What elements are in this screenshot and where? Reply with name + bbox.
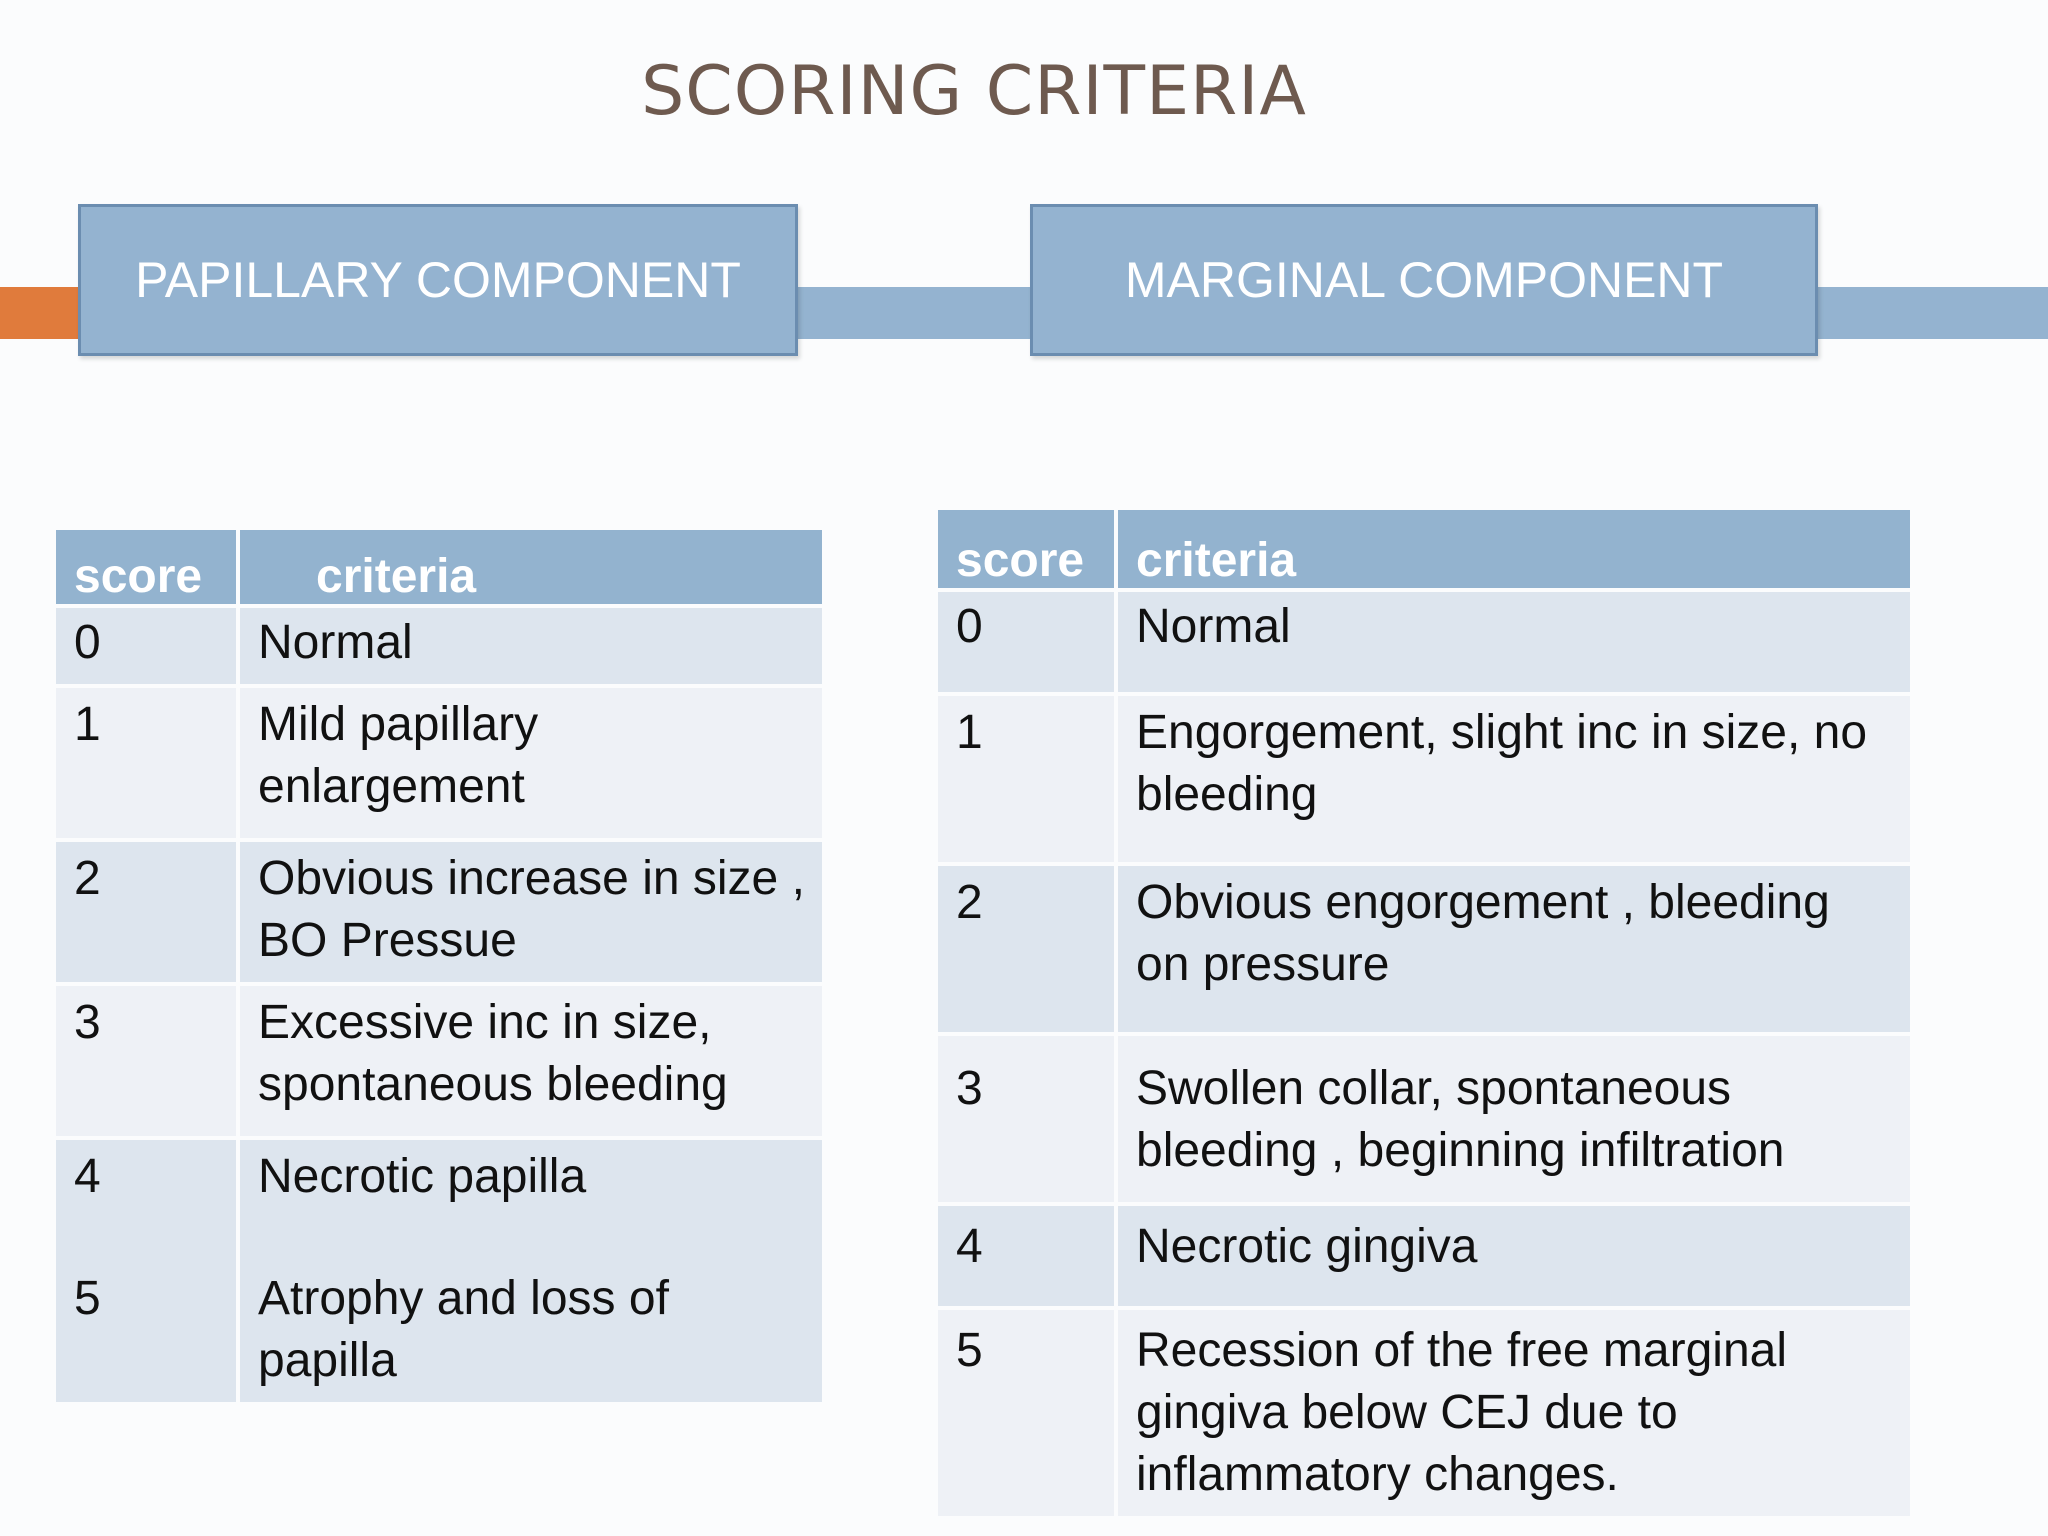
- criteria-cell: Excessive inc in size, spontaneous bleed…: [240, 986, 822, 1136]
- papillary-score-table: score criteria 0 Normal 1 Mild papillary…: [52, 526, 826, 1406]
- score-cell: 3: [56, 986, 236, 1136]
- table-row: 2 Obvious engorgement , bleeding on pres…: [938, 866, 1910, 1032]
- score-cell: 4 5: [56, 1140, 236, 1402]
- score-cell: 1: [938, 696, 1114, 862]
- connector-bar-middle: [790, 287, 1040, 339]
- criteria-cell: Mild papillary enlargement: [240, 688, 822, 838]
- score-cell: 2: [938, 866, 1114, 1032]
- page-title: SCORING CRITERIA: [641, 52, 1307, 131]
- table-row: 5 Recession of the free marginal gingiva…: [938, 1310, 1910, 1516]
- criteria-header: criteria: [1118, 510, 1910, 588]
- score-cell: 0: [56, 608, 236, 684]
- criteria-header: criteria: [240, 530, 822, 604]
- criteria-cell: Necrotic papilla Atrophy and loss of pap…: [240, 1140, 822, 1402]
- criteria-cell: Obvious increase in size , BO Pressue: [240, 842, 822, 982]
- criteria-cell: Engorgement, slight inc in size, no blee…: [1118, 696, 1910, 862]
- table-row: 1 Engorgement, slight inc in size, no bl…: [938, 696, 1910, 862]
- table-header-row: score criteria: [56, 530, 822, 604]
- criteria-value-5: Atrophy and loss of papilla: [258, 1272, 669, 1387]
- table-row: 1 Mild papillary enlargement: [56, 688, 822, 838]
- table-row: 0 Normal: [938, 592, 1910, 692]
- score-cell: 3: [938, 1036, 1114, 1202]
- score-header: score: [938, 510, 1114, 588]
- connector-bar-right: [1810, 287, 2048, 339]
- score-value-4: 4: [74, 1150, 101, 1203]
- score-header: score: [56, 530, 236, 604]
- marginal-component-label: MARGINAL COMPONENT: [1124, 252, 1724, 308]
- marginal-score-table: score criteria 0 Normal 1 Engorgement, s…: [934, 506, 1914, 1520]
- criteria-cell: Normal: [240, 608, 822, 684]
- criteria-cell: Normal: [1118, 592, 1910, 692]
- score-cell: 1: [56, 688, 236, 838]
- table-header-row: score criteria: [938, 510, 1910, 588]
- criteria-cell: Recession of the free marginal gingiva b…: [1118, 1310, 1910, 1516]
- table-row: 2 Obvious increase in size , BO Pressue: [56, 842, 822, 982]
- table-row: 4 5 Necrotic papilla Atrophy and loss of…: [56, 1140, 822, 1402]
- criteria-cell: Necrotic gingiva: [1118, 1206, 1910, 1306]
- criteria-cell: Swollen collar, spontaneous bleeding , b…: [1118, 1036, 1910, 1202]
- table-row: 3 Excessive inc in size, spontaneous ble…: [56, 986, 822, 1136]
- criteria-value-4: Necrotic papilla: [258, 1150, 587, 1203]
- table-row: 0 Normal: [56, 608, 822, 684]
- table-row: 4 Necrotic gingiva: [938, 1206, 1910, 1306]
- criteria-cell: Obvious engorgement , bleeding on pressu…: [1118, 866, 1910, 1032]
- papillary-component-box: PAPILLARY COMPONENT: [78, 204, 798, 356]
- score-cell: 5: [938, 1310, 1114, 1516]
- table-row: 3 Swollen collar, spontaneous bleeding ,…: [938, 1036, 1910, 1202]
- orange-accent-bar: [0, 287, 80, 339]
- score-cell: 4: [938, 1206, 1114, 1306]
- score-value-5: 5: [74, 1272, 101, 1325]
- marginal-component-box: MARGINAL COMPONENT: [1030, 204, 1818, 356]
- score-cell: 2: [56, 842, 236, 982]
- score-cell: 0: [938, 592, 1114, 692]
- papillary-component-label: PAPILLARY COMPONENT: [135, 252, 741, 308]
